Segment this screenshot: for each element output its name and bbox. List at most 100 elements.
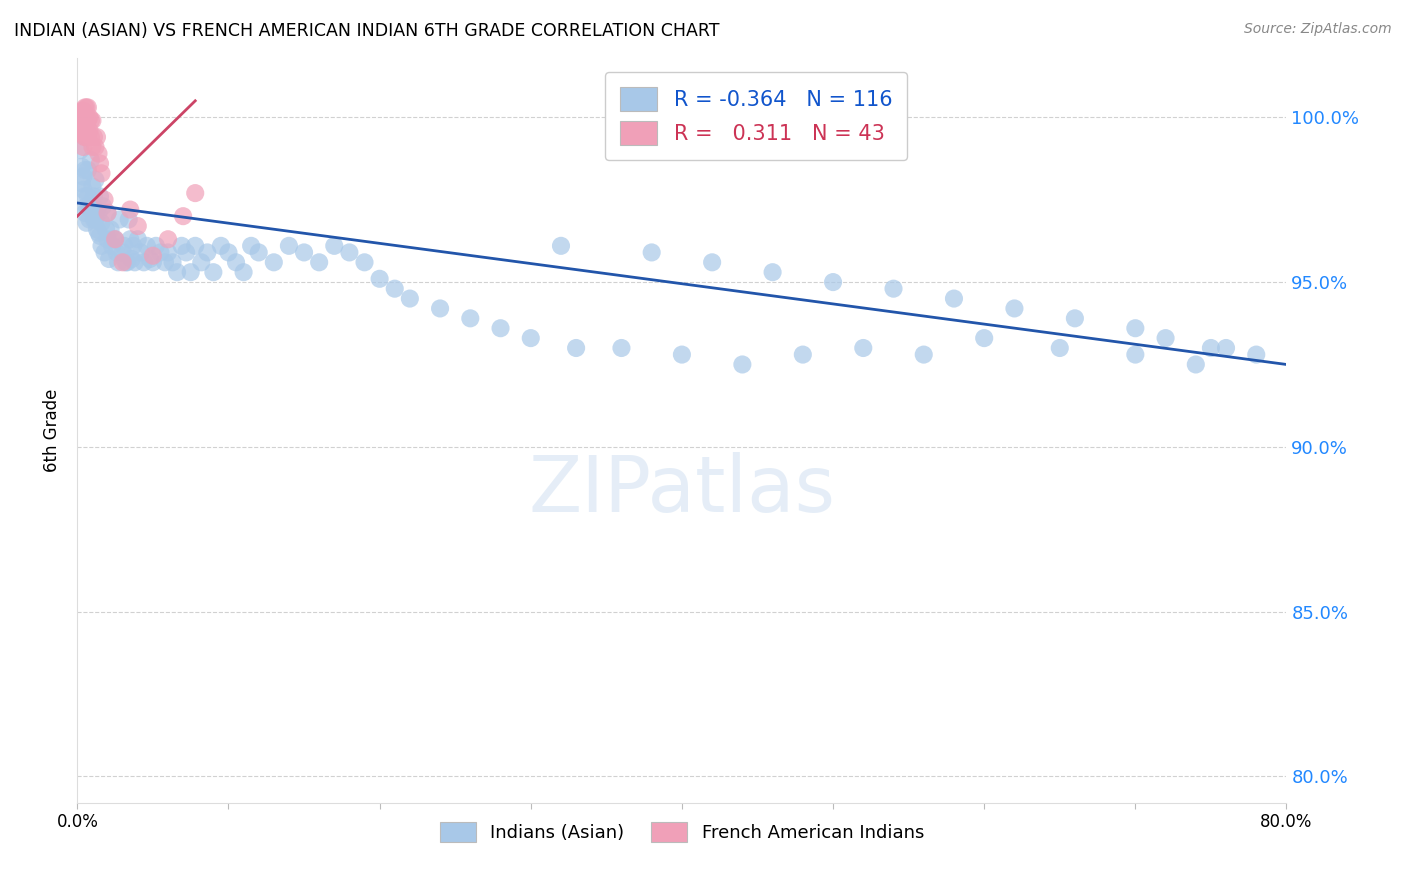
- Point: [135, 239, 157, 253]
- Point: [87, 146, 110, 161]
- Point: [195, 245, 218, 260]
- Point: [232, 265, 254, 279]
- Point: [127, 219, 149, 233]
- Point: [83, 189, 105, 203]
- Point: [96, 232, 118, 246]
- Point: [458, 311, 481, 326]
- Point: [142, 249, 165, 263]
- Point: [82, 202, 104, 217]
- Point: [72, 117, 94, 131]
- Point: [73, 130, 96, 145]
- Point: [79, 199, 101, 213]
- Point: [429, 301, 451, 316]
- Point: [73, 107, 96, 121]
- Legend: Indians (Asian), French American Indians: Indians (Asian), French American Indians: [432, 814, 932, 850]
- Point: [118, 212, 141, 227]
- Point: [218, 245, 240, 260]
- Point: [1064, 311, 1087, 326]
- Point: [323, 239, 346, 253]
- Point: [73, 189, 96, 203]
- Point: [96, 206, 118, 220]
- Point: [912, 348, 935, 362]
- Point: [93, 245, 115, 260]
- Point: [87, 206, 110, 220]
- Point: [641, 245, 664, 260]
- Point: [263, 255, 285, 269]
- Point: [184, 186, 207, 200]
- Point: [73, 100, 96, 114]
- Point: [127, 232, 149, 246]
- Point: [75, 120, 97, 135]
- Point: [209, 239, 232, 253]
- Point: [225, 255, 247, 269]
- Point: [124, 255, 146, 269]
- Point: [973, 331, 995, 345]
- Point: [70, 113, 93, 128]
- Point: [104, 232, 127, 246]
- Point: [702, 255, 724, 269]
- Point: [90, 216, 112, 230]
- Point: [86, 130, 108, 145]
- Point: [73, 206, 96, 220]
- Point: [83, 130, 105, 145]
- Point: [308, 255, 330, 269]
- Point: [731, 358, 754, 372]
- Point: [98, 252, 121, 266]
- Point: [384, 282, 406, 296]
- Point: [91, 199, 114, 213]
- Point: [111, 245, 134, 260]
- Point: [84, 173, 107, 187]
- Point: [1154, 331, 1177, 345]
- Point: [610, 341, 633, 355]
- Point: [75, 111, 97, 125]
- Point: [1004, 301, 1026, 316]
- Point: [142, 255, 165, 269]
- Point: [1215, 341, 1237, 355]
- Point: [247, 245, 270, 260]
- Point: [73, 130, 96, 145]
- Point: [73, 163, 96, 178]
- Point: [565, 341, 588, 355]
- Point: [100, 222, 122, 236]
- Point: [153, 255, 176, 269]
- Point: [139, 252, 162, 266]
- Point: [77, 189, 100, 203]
- Point: [292, 245, 315, 260]
- Point: [80, 130, 103, 145]
- Point: [671, 348, 693, 362]
- Point: [103, 232, 125, 246]
- Point: [184, 239, 207, 253]
- Point: [72, 183, 94, 197]
- Point: [80, 153, 103, 168]
- Point: [166, 265, 188, 279]
- Point: [172, 209, 194, 223]
- Point: [82, 179, 104, 194]
- Point: [1246, 348, 1268, 362]
- Point: [69, 107, 91, 121]
- Point: [120, 232, 142, 246]
- Point: [111, 255, 134, 269]
- Point: [75, 123, 97, 137]
- Point: [84, 212, 107, 227]
- Point: [79, 123, 101, 137]
- Point: [89, 229, 111, 244]
- Point: [90, 239, 112, 253]
- Point: [79, 111, 101, 125]
- Point: [1123, 321, 1146, 335]
- Point: [762, 265, 785, 279]
- Point: [77, 163, 100, 178]
- Point: [89, 189, 111, 203]
- Point: [190, 255, 212, 269]
- Point: [550, 239, 572, 253]
- Point: [1123, 348, 1146, 362]
- Point: [77, 100, 100, 114]
- Point: [82, 113, 104, 128]
- Point: [69, 143, 91, 157]
- Point: [115, 255, 138, 269]
- Point: [87, 226, 110, 240]
- Point: [353, 255, 375, 269]
- Text: ZIPatlas: ZIPatlas: [529, 452, 835, 528]
- Point: [75, 100, 97, 114]
- Point: [93, 193, 115, 207]
- Point: [114, 255, 136, 269]
